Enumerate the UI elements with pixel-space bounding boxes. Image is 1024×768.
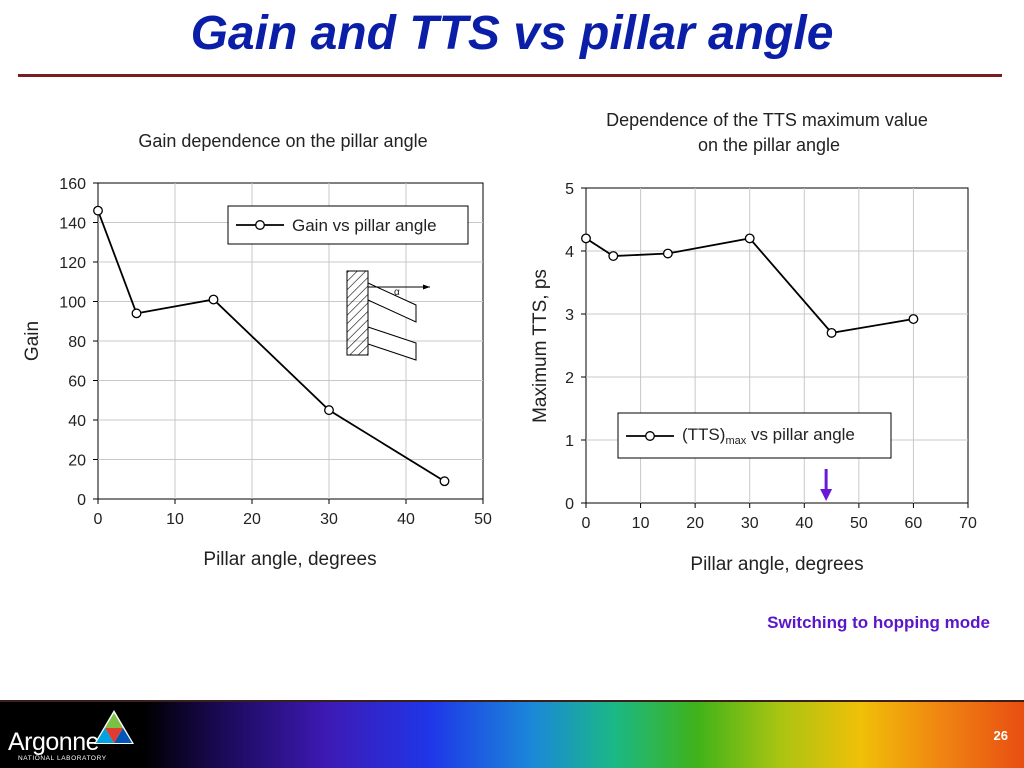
- data-point: [581, 233, 591, 244]
- y-tick-label: 3: [565, 307, 574, 324]
- data-point: [744, 233, 755, 244]
- logo-name: Argonne: [8, 728, 100, 756]
- footer-border: [0, 700, 1024, 703]
- footer-bar: [0, 702, 1024, 768]
- logo-subtitle: NATIONAL LABORATORY: [18, 755, 107, 762]
- legend-marker: [645, 431, 655, 441]
- data-point: [826, 327, 837, 338]
- data-point: [93, 205, 103, 216]
- chart-title-line-2: on the pillar angle: [698, 135, 840, 155]
- data-point: [908, 314, 919, 324]
- legend-label: (TTS)max vs pillar angle: [682, 425, 855, 447]
- y-tick-label: 2: [565, 370, 574, 387]
- tts-chart: Dependence of the TTS maximum value on t…: [530, 110, 977, 575]
- x-tick-label: 20: [686, 515, 704, 532]
- data-point: [324, 405, 334, 416]
- slide-title: Gain and TTS vs pillar angle: [190, 7, 834, 60]
- series-line: [585, 237, 914, 334]
- arrow-head: [820, 489, 833, 501]
- y-tick-label: 1: [565, 433, 574, 450]
- y-tick-label: 80: [68, 334, 86, 351]
- x-tick-label: 30: [741, 515, 759, 532]
- legend-label-sub: max: [725, 435, 746, 447]
- note-text: Switching to hopping mode: [767, 613, 990, 632]
- pillar-angle-diagram-icon: α: [346, 270, 430, 361]
- chart-title: Gain dependence on the pillar angle: [138, 131, 427, 151]
- series-gain: [93, 205, 450, 487]
- y-tick-label: 160: [59, 176, 86, 193]
- y-tick-label: 60: [68, 374, 86, 391]
- data-point: [131, 308, 142, 319]
- arrow-down-icon: [820, 469, 833, 501]
- legend-label-main: (TTS): [682, 425, 725, 444]
- legend: Gain vs pillar angle: [227, 205, 469, 245]
- x-tick-label: 50: [474, 511, 492, 528]
- data-point: [608, 251, 619, 261]
- x-axis-label: Pillar angle, degrees: [203, 549, 376, 570]
- x-tick-label: 70: [959, 515, 977, 532]
- x-tick-label: 50: [850, 515, 868, 532]
- chart-title-line-1: Dependence of the TTS maximum value: [606, 110, 928, 130]
- data-point: [662, 248, 673, 259]
- data-point: [439, 476, 450, 487]
- series-tts: [581, 233, 919, 338]
- y-tick-label: 40: [68, 413, 86, 430]
- legend: (TTS)max vs pillar angle: [617, 412, 892, 459]
- x-tick-label: 10: [166, 511, 184, 528]
- tick-labels: 0 10 20 30 40 50 0 20 40 60 80 100 120 140 160: [59, 176, 492, 528]
- x-tick-label: 40: [397, 511, 415, 528]
- x-tick-label: 0: [94, 511, 103, 528]
- y-tick-label: 5: [565, 181, 574, 198]
- x-tick-label: 0: [582, 515, 591, 532]
- x-tick-label: 40: [795, 515, 813, 532]
- x-tick-label: 60: [905, 515, 923, 532]
- gain-chart: Gain dependence on the pillar angle 0 10 2…: [22, 131, 492, 570]
- y-tick-label: 120: [59, 255, 86, 272]
- x-axis-label: Pillar angle, degrees: [690, 554, 863, 575]
- page-number: 26: [993, 728, 1008, 743]
- y-tick-label: 20: [68, 453, 86, 470]
- tick-labels: 0 10 20 30 40 50 60 70 0 1 2 3 4 5: [565, 181, 977, 532]
- y-axis-label: Maximum TTS, ps: [530, 269, 551, 423]
- angle-label: α: [394, 287, 400, 298]
- argonne-triangle-logo-icon: [94, 710, 134, 744]
- y-tick-label: 140: [59, 216, 86, 233]
- data-point: [208, 294, 219, 305]
- legend-label: Gain vs pillar angle: [292, 216, 437, 235]
- y-tick-label: 0: [77, 492, 86, 509]
- x-tick-label: 30: [320, 511, 338, 528]
- y-tick-label: 0: [565, 496, 574, 513]
- x-tick-label: 10: [632, 515, 650, 532]
- y-tick-label: 4: [565, 244, 574, 261]
- legend-marker: [255, 220, 265, 230]
- x-tick-label: 20: [243, 511, 261, 528]
- legend-label-tail: vs pillar angle: [746, 425, 855, 444]
- y-axis-label: Gain: [22, 321, 43, 361]
- title-divider: [18, 74, 1002, 77]
- y-tick-label: 100: [59, 295, 86, 312]
